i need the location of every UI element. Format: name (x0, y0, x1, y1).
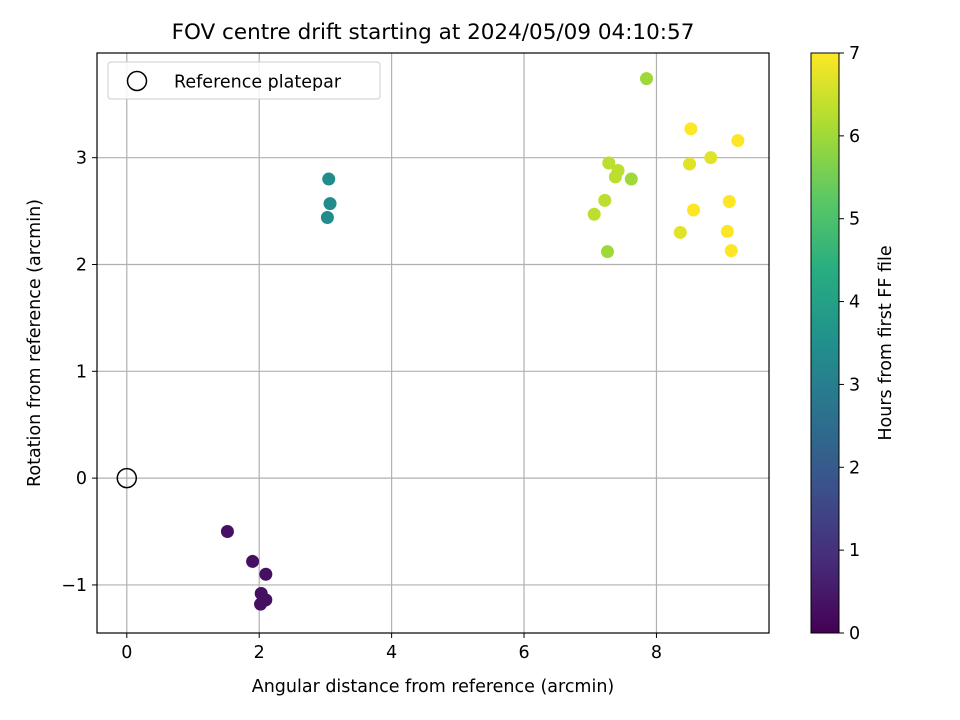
grid-lines (97, 53, 769, 633)
scatter-point (259, 567, 273, 581)
x-tick-label: 0 (121, 643, 132, 663)
x-tick-label: 6 (518, 643, 529, 663)
x-tick-label: 2 (254, 643, 265, 663)
axis-ticks: 0 2 4 6 8 −1 0 1 2 3 (61, 149, 662, 663)
plot-frame (96, 52, 770, 634)
scatter-point (624, 172, 638, 186)
scatter-point (704, 151, 718, 165)
scatter-point (640, 72, 654, 86)
scatter-point (683, 157, 697, 171)
scatter-point (323, 197, 337, 211)
reference-marker (116, 467, 138, 489)
chart-title: FOV centre drift starting at 2024/05/09 … (172, 20, 695, 45)
colorbar-tick-label: 3 (849, 375, 860, 395)
scatter-point (254, 597, 268, 611)
legend: Reference platepar (107, 61, 381, 100)
colorbar-ticks: 0 1 2 3 4 5 6 7 (839, 44, 860, 644)
x-tick-label: 4 (386, 643, 397, 663)
y-tick-label: 0 (76, 469, 87, 489)
legend-box (107, 61, 381, 100)
scatter-point (731, 134, 745, 148)
colorbar-tick-label: 6 (849, 127, 860, 147)
legend-marker-reference (126, 70, 148, 92)
colorbar-tick-label: 2 (849, 458, 860, 478)
scatter-point (720, 224, 734, 238)
colorbar: 0 1 2 3 4 5 6 7 Hours from first FF file (810, 44, 896, 644)
colorbar-tick-label: 5 (849, 210, 860, 230)
scatter-point (220, 525, 234, 539)
scatter-point (684, 122, 698, 136)
scatter-point (724, 244, 738, 258)
scatter-point (722, 194, 736, 208)
data-points (116, 72, 745, 611)
colorbar-tick-label: 1 (849, 541, 860, 561)
x-axis-label: Angular distance from reference (arcmin) (252, 677, 615, 697)
plot-axes (96, 52, 770, 634)
colorbar-label: Hours from first FF file (876, 245, 896, 440)
y-tick-label: 3 (76, 149, 87, 169)
colorbar-tick-label: 4 (849, 293, 860, 313)
y-tick-label: 2 (76, 255, 87, 275)
scatter-point (602, 156, 616, 170)
scatter-point (687, 203, 701, 217)
colorbar-gradient (810, 52, 840, 634)
scatter-point (673, 225, 687, 239)
colorbar-tick-label: 7 (849, 44, 860, 64)
scatter-point (322, 172, 336, 186)
x-tick-label: 8 (651, 643, 662, 663)
colorbar-tick-label: 0 (849, 624, 860, 644)
scatter-point (587, 207, 601, 221)
scatter-point (608, 170, 622, 184)
y-axis-label: Rotation from reference (arcmin) (25, 199, 45, 487)
legend-label-reference: Reference platepar (174, 73, 342, 93)
scatter-point (246, 554, 260, 568)
y-tick-label: −1 (61, 576, 87, 596)
scatter-point (600, 245, 614, 259)
scatter-point (320, 210, 334, 224)
scatter-point (598, 193, 612, 207)
y-tick-label: 1 (76, 362, 87, 382)
